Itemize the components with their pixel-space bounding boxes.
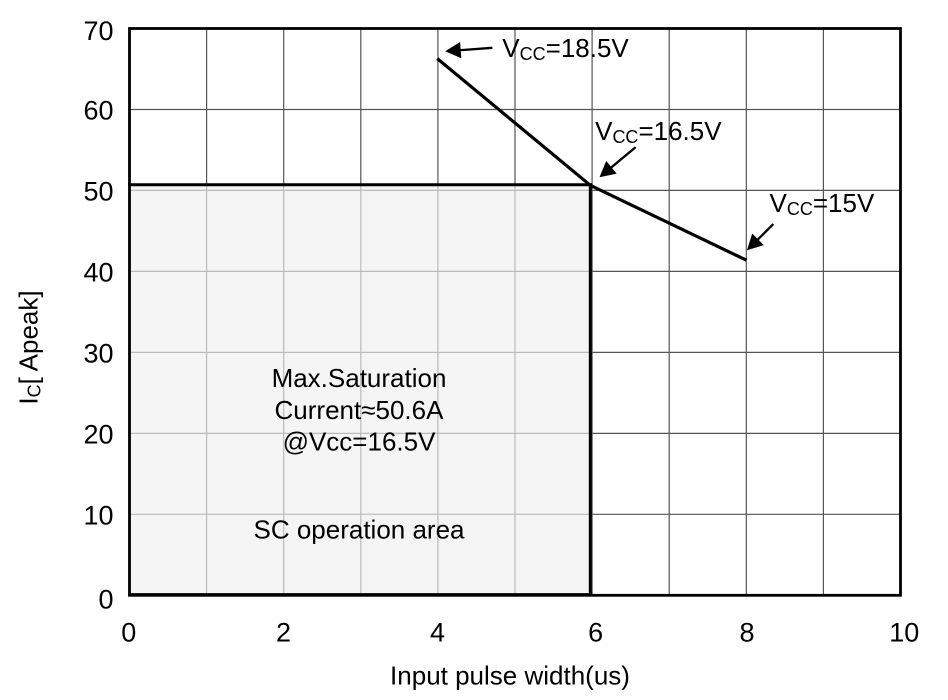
- svg-text:10: 10: [889, 618, 919, 648]
- svg-text:6: 6: [588, 618, 603, 648]
- svg-text:70: 70: [83, 16, 113, 46]
- svg-text:SC operation area: SC operation area: [253, 515, 465, 545]
- svg-text:VCC=15V: VCC=15V: [770, 188, 875, 219]
- svg-text:50: 50: [83, 177, 113, 207]
- svg-text:Current≈50.6A: Current≈50.6A: [275, 395, 445, 425]
- svg-text:2: 2: [276, 618, 291, 648]
- svg-text:0: 0: [98, 584, 113, 614]
- svg-text:@Vcc=16.5V: @Vcc=16.5V: [283, 427, 437, 457]
- svg-text:8: 8: [739, 618, 754, 648]
- svg-text:Input pulse width(us): Input pulse width(us): [390, 661, 630, 691]
- svg-text:30: 30: [83, 339, 113, 369]
- svg-text:VCC=18.5V: VCC=18.5V: [502, 33, 629, 64]
- svg-text:60: 60: [83, 96, 113, 126]
- svg-text:20: 20: [83, 420, 113, 450]
- svg-text:40: 40: [83, 258, 113, 288]
- svg-text:4: 4: [430, 618, 445, 648]
- svg-text:Max.Saturation: Max.Saturation: [272, 363, 447, 393]
- svg-text:0: 0: [121, 618, 136, 648]
- svg-text:10: 10: [83, 501, 113, 531]
